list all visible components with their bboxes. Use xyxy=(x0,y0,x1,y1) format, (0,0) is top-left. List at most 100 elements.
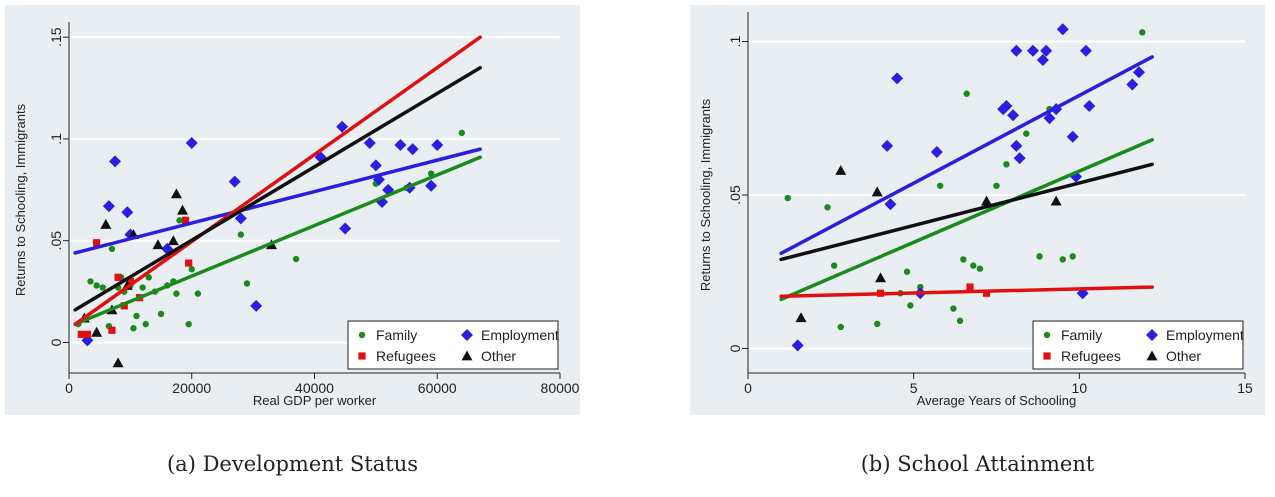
point-family xyxy=(87,278,94,285)
legend: Family Employment Refugees Other xyxy=(1032,320,1244,370)
x-tick-label: 40000 xyxy=(295,380,334,396)
point-family xyxy=(176,217,183,224)
legend-marker-employment xyxy=(1146,329,1158,341)
point-refugees xyxy=(108,326,116,334)
fit-line-other xyxy=(779,162,1154,262)
point-employment xyxy=(1066,130,1079,143)
legend-label-family: Family xyxy=(1061,327,1102,343)
x-axis-label: Real GDP per worker xyxy=(253,393,377,408)
point-family xyxy=(142,320,149,328)
point-other xyxy=(152,239,164,250)
point-family xyxy=(93,282,100,289)
point-employment xyxy=(1043,112,1056,125)
point-employment xyxy=(1000,100,1013,112)
point-family xyxy=(1139,29,1146,36)
y-tick-label: .05 xyxy=(727,185,743,205)
x-axis-label: Average Years of Schooling xyxy=(917,393,1077,408)
point-family xyxy=(837,323,844,331)
point-family xyxy=(960,256,967,263)
fit-line-employment xyxy=(73,147,482,255)
point-family xyxy=(145,274,152,281)
point-family xyxy=(993,182,1000,189)
point-family xyxy=(874,320,881,328)
fit-line-refugees xyxy=(779,285,1154,299)
point-employment xyxy=(185,137,198,150)
y-tick-label: .05 xyxy=(48,231,64,251)
x-tick-label: 0 xyxy=(744,380,752,396)
point-other xyxy=(875,272,887,283)
legend-label-other: Other xyxy=(481,348,516,364)
point-employment xyxy=(363,137,376,150)
point-employment xyxy=(881,139,894,152)
point-refugees xyxy=(120,302,128,310)
y-tick-label: .1 xyxy=(727,36,743,48)
point-other xyxy=(1050,195,1062,206)
point-other xyxy=(167,235,179,246)
point-family xyxy=(1069,253,1076,260)
point-family xyxy=(194,290,202,297)
point-family xyxy=(292,255,300,263)
point-refugees xyxy=(126,277,134,286)
legend-marker-family xyxy=(1043,331,1051,339)
point-employment xyxy=(1026,44,1039,57)
point-employment xyxy=(1132,66,1145,79)
point-employment xyxy=(791,339,804,352)
y-tick-label: .1 xyxy=(48,133,64,145)
x-tick-label: 15 xyxy=(1237,380,1253,396)
point-family xyxy=(784,194,791,202)
point-refugees xyxy=(77,330,85,338)
legend-label-other: Other xyxy=(1166,348,1201,364)
x-tick-label: 10 xyxy=(1072,380,1088,396)
point-family xyxy=(950,305,957,312)
point-other xyxy=(795,312,807,323)
point-other xyxy=(871,186,883,197)
legend-marker-refugees xyxy=(358,352,366,360)
legend-label-family: Family xyxy=(376,327,417,343)
legend-box xyxy=(347,320,559,370)
point-employment xyxy=(336,120,349,133)
point-refugees xyxy=(114,273,122,281)
point-employment xyxy=(1036,53,1049,66)
point-family xyxy=(185,320,192,328)
point-family xyxy=(173,290,180,297)
point-family xyxy=(133,312,140,320)
point-family xyxy=(976,265,984,272)
point-employment xyxy=(1013,152,1026,165)
point-family xyxy=(99,284,106,291)
y-axis-label: Returns to Schooling, Immigrants xyxy=(13,103,28,296)
legend-marker-refugees xyxy=(1043,352,1051,360)
point-family xyxy=(108,245,116,253)
y-tick-label: 0 xyxy=(48,338,64,346)
point-other xyxy=(91,326,103,337)
point-other xyxy=(170,188,182,199)
point-family xyxy=(188,266,195,273)
legend-label-refugees: Refugees xyxy=(1061,348,1121,364)
point-employment xyxy=(997,103,1010,116)
point-employment xyxy=(930,146,943,159)
point-employment xyxy=(1056,23,1069,36)
point-family xyxy=(1023,130,1030,137)
point-employment xyxy=(884,198,897,211)
fit-line-employment xyxy=(779,55,1154,256)
caption-school-attainment: (b) School Attainment xyxy=(860,452,1095,476)
point-employment xyxy=(1010,139,1023,152)
point-employment xyxy=(425,179,438,192)
point-family xyxy=(237,231,245,238)
point-family xyxy=(903,268,911,275)
point-employment xyxy=(250,299,263,312)
point-family xyxy=(907,302,914,309)
x-tick-label: 20000 xyxy=(172,380,211,396)
point-family xyxy=(130,325,137,332)
point-family xyxy=(1003,161,1010,168)
point-family xyxy=(1059,256,1066,263)
x-tick-label: 60000 xyxy=(418,380,457,396)
point-other xyxy=(835,164,847,175)
point-employment xyxy=(369,159,382,172)
legend-marker-other xyxy=(1146,350,1158,361)
fit-line-refugees xyxy=(73,35,482,326)
point-employment xyxy=(102,200,115,213)
point-employment xyxy=(228,175,241,188)
point-family xyxy=(1036,253,1043,260)
series-employment xyxy=(791,23,1145,352)
series-other xyxy=(795,164,1062,323)
